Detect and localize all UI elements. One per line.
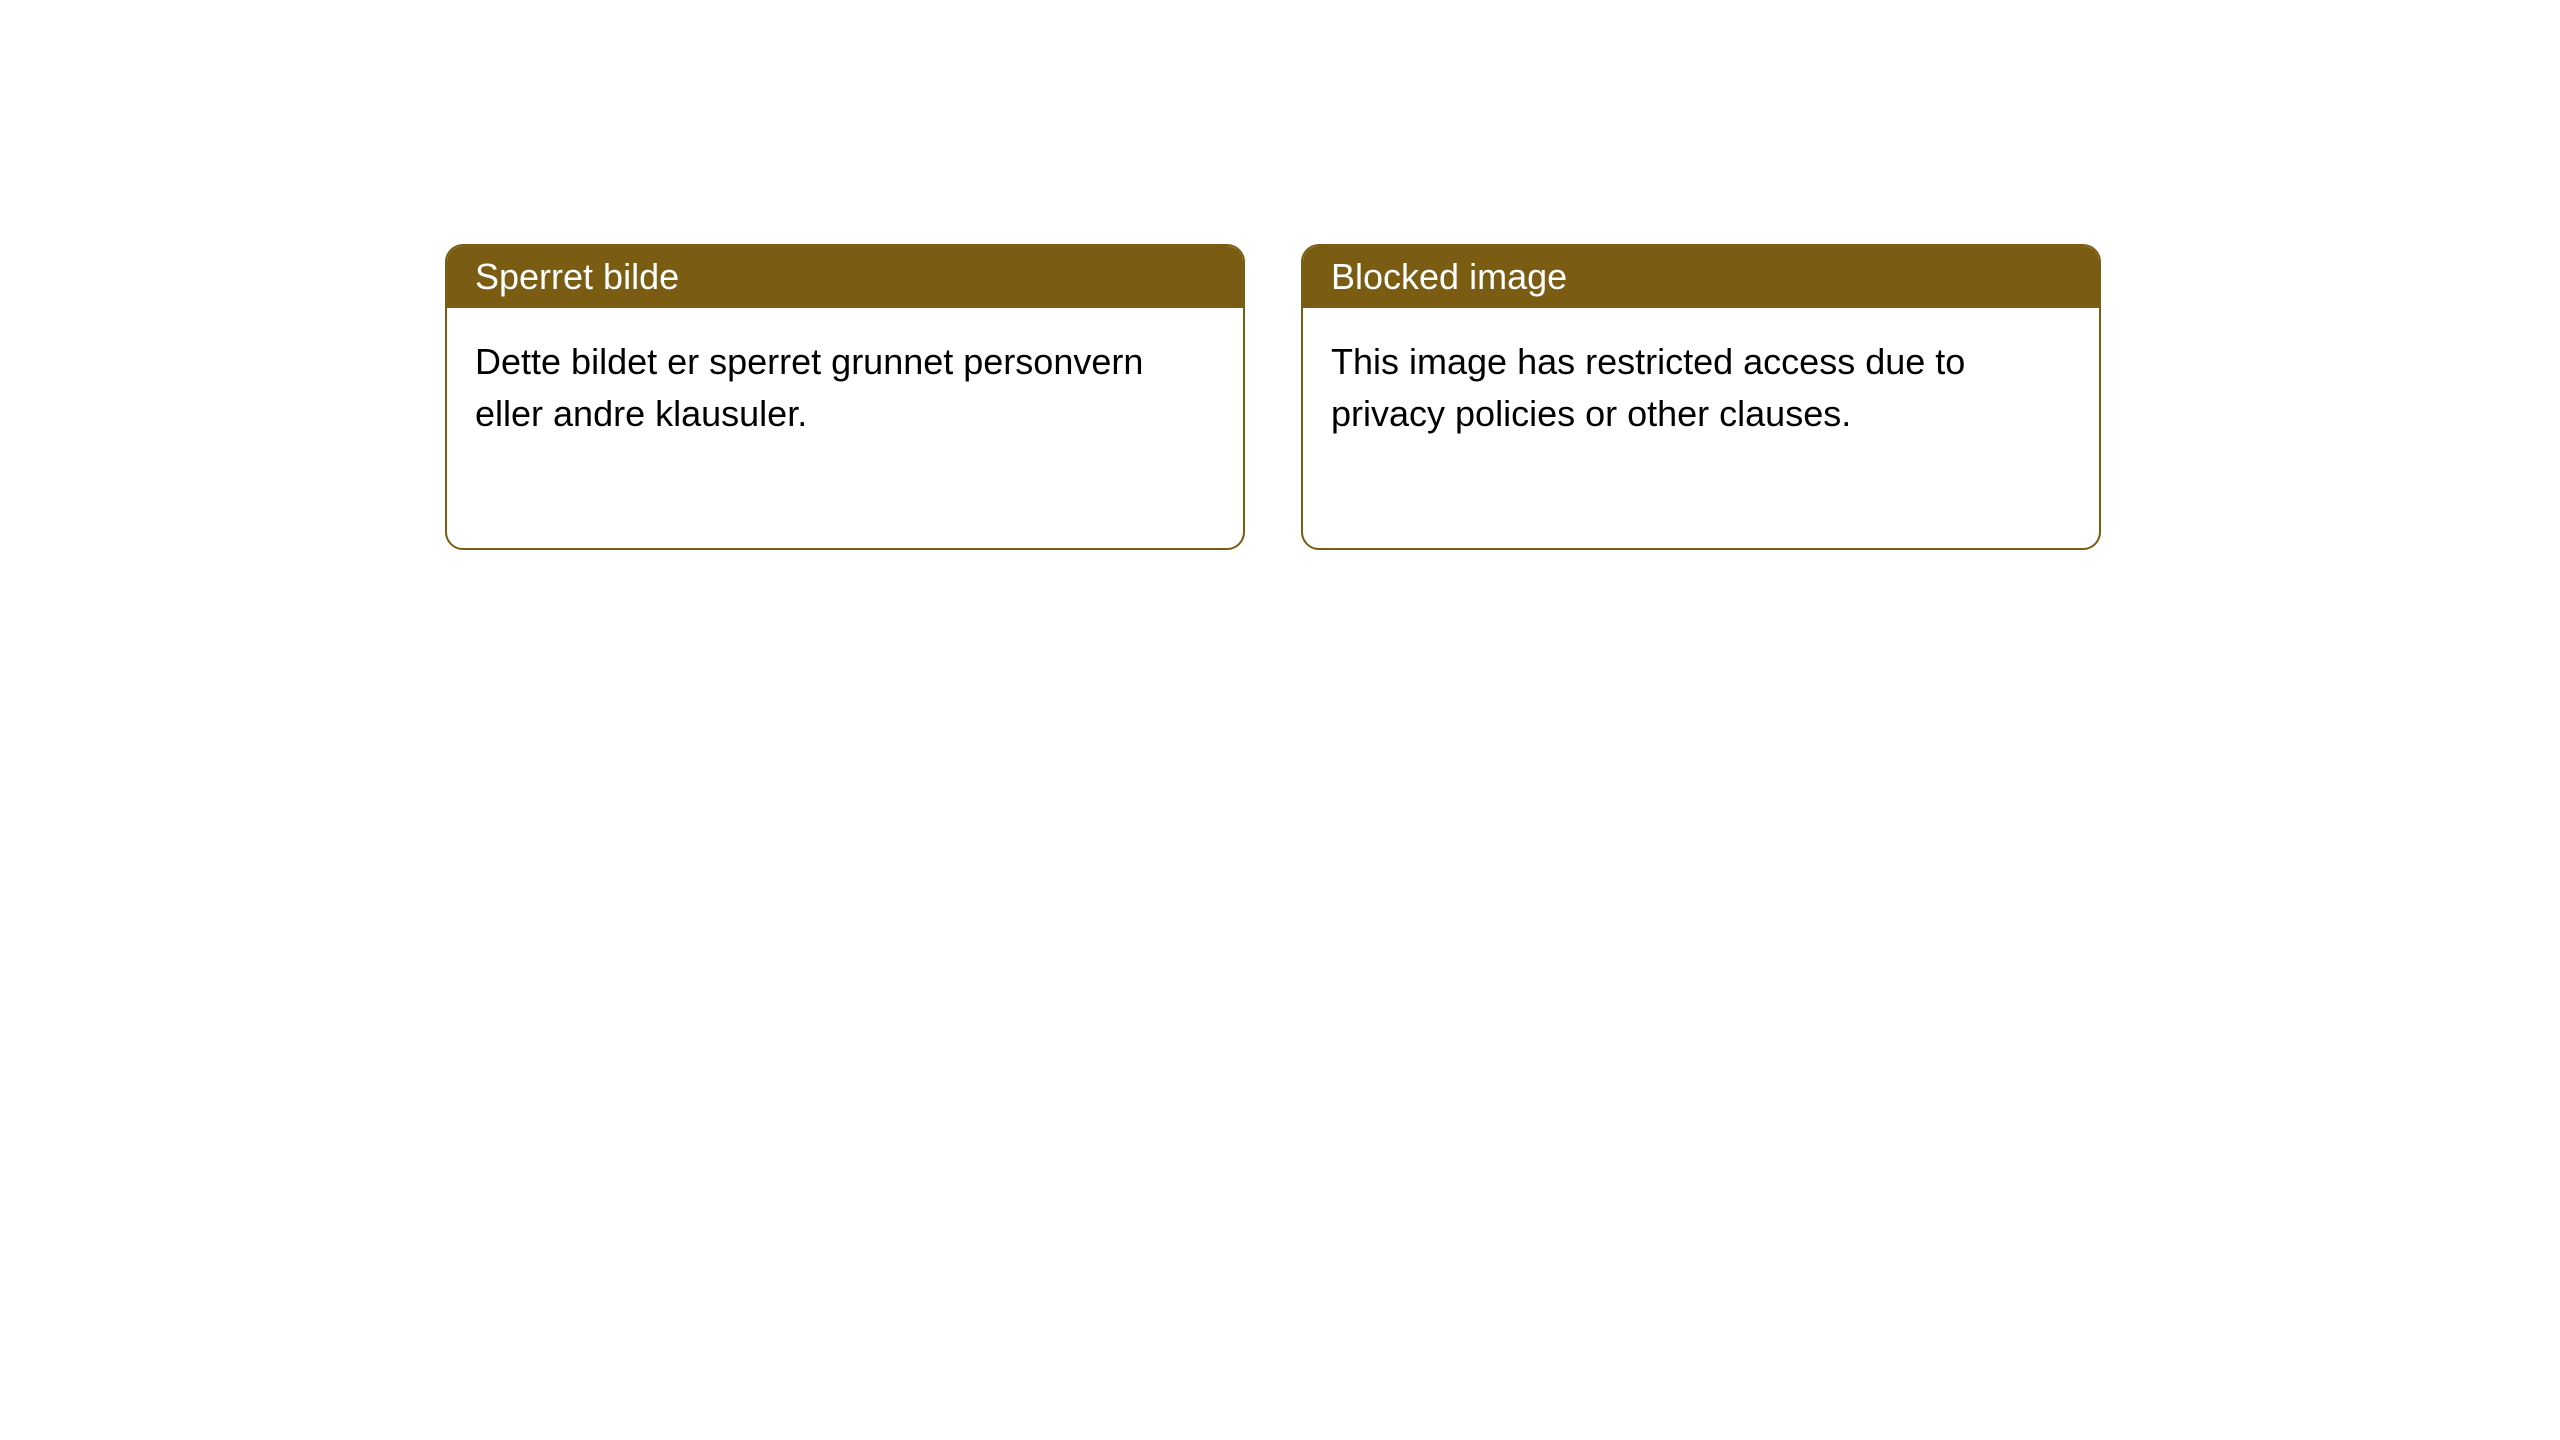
notice-card-norwegian: Sperret bilde Dette bildet er sperret gr…: [445, 244, 1245, 550]
notice-message: Dette bildet er sperret grunnet personve…: [475, 341, 1143, 434]
notice-body: This image has restricted access due to …: [1303, 308, 2099, 548]
notice-message: This image has restricted access due to …: [1331, 341, 1965, 434]
notice-container: Sperret bilde Dette bildet er sperret gr…: [445, 244, 2101, 550]
notice-card-english: Blocked image This image has restricted …: [1301, 244, 2101, 550]
notice-title: Sperret bilde: [475, 256, 679, 297]
notice-header: Blocked image: [1303, 246, 2099, 308]
notice-title: Blocked image: [1331, 256, 1567, 297]
notice-body: Dette bildet er sperret grunnet personve…: [447, 308, 1243, 548]
notice-header: Sperret bilde: [447, 246, 1243, 308]
